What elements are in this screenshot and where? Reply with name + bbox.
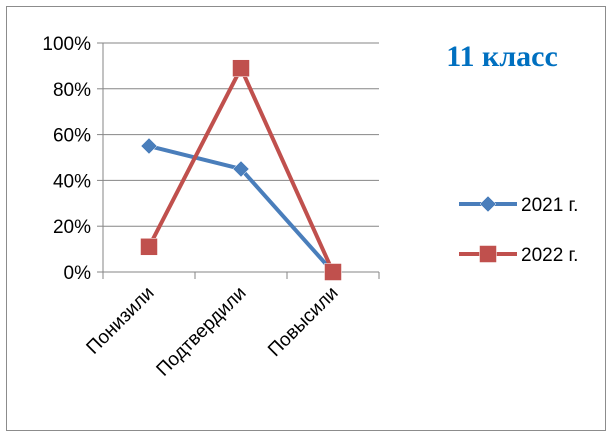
series-1 (140, 137, 342, 281)
data-point (140, 137, 158, 155)
y-tick-label: 80% (53, 80, 91, 101)
chart-frame: 0% 20% 40% 60% 80% 100% Понизили Подтвердили Пов… (6, 6, 606, 431)
series-group (140, 59, 342, 281)
gridlines (103, 42, 379, 227)
legend-marker (479, 195, 497, 213)
legend: 2021 г. 2022 г. (459, 195, 578, 266)
legend-item: 2021 г. (459, 195, 578, 216)
data-point (232, 59, 250, 77)
y-tick-label: 40% (53, 171, 91, 192)
data-point (140, 238, 158, 256)
y-tick-label: 20% (53, 217, 91, 238)
series-2 (140, 59, 342, 281)
y-tick-label: 100% (42, 34, 91, 55)
legend-label: 2022 г. (521, 245, 578, 266)
data-point (324, 263, 342, 281)
x-category-label: Повысили (264, 283, 342, 361)
x-category-label: Понизили (83, 283, 159, 359)
y-tick-label: 60% (53, 126, 91, 147)
y-tick-label: 0% (64, 263, 92, 284)
data-point (232, 160, 250, 178)
x-category-label: Подтвердили (153, 283, 251, 381)
legend-item: 2022 г. (459, 245, 578, 266)
legend-marker (479, 245, 497, 263)
chart-title: 11 класс (446, 40, 558, 73)
legend-label: 2021 г. (521, 195, 578, 216)
